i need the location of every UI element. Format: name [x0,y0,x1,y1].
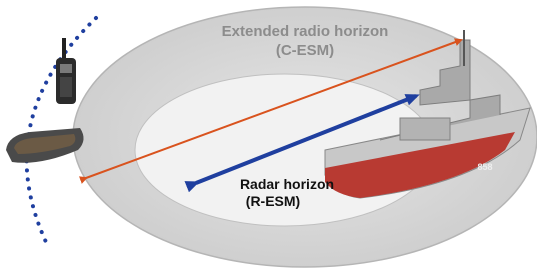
outer-horizon-subtitle: (C-ESM) [276,42,334,59]
hull-number: 858 [477,162,492,172]
outer-horizon-title: Extended radio horizon [222,23,389,40]
dinghy-icon [6,128,84,163]
inner-horizon-subtitle: (R-ESM) [246,193,300,209]
radio-icon [56,38,76,104]
page: {"outer_horizon": {"title": "Extended ra… [0,0,537,274]
inner-horizon-title: Radar horizon [240,176,334,192]
diagram: 858 Extended radio horizon (C-ESM) Radar… [0,0,537,274]
